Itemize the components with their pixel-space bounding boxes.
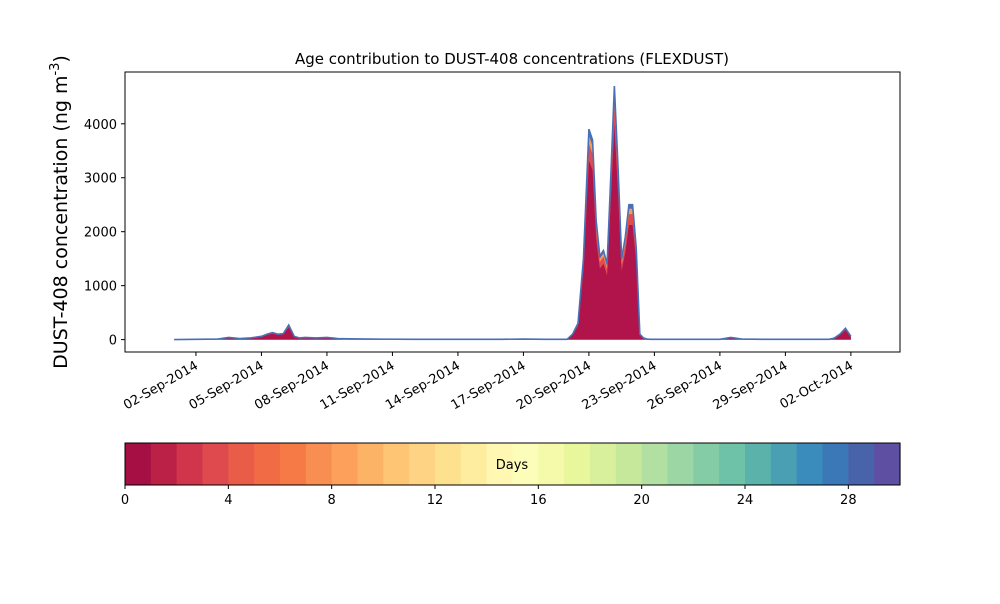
colorbar-segment — [512, 443, 539, 485]
colorbar-segment — [305, 443, 333, 485]
colorbar-tick-label: 12 — [427, 493, 444, 508]
colorbar-segment — [202, 443, 229, 485]
colorbar-segment — [357, 443, 384, 485]
colorbar-segment — [564, 443, 591, 485]
colorbar-segment — [641, 443, 669, 485]
colorbar-segment — [770, 443, 798, 485]
colorbar-tick-label: 24 — [737, 493, 754, 508]
colorbar-segment — [176, 443, 204, 485]
y-ticks: 0 1000 2000 3000 4000 — [84, 118, 125, 349]
y-axis-label-main: DUST-408 concentration (ng m — [50, 76, 72, 369]
colorbar-tick-label: 8 — [328, 493, 336, 508]
colorbar-frame — [124, 442, 901, 486]
x-ticks: 02-Sep-201405-Sep-201408-Sep-201411-Sep-… — [121, 352, 856, 413]
colorbar-tick-label: 4 — [224, 493, 232, 508]
colorbar-segment — [822, 443, 849, 485]
y-tick-label: 1000 — [84, 280, 117, 295]
colorbar-segment — [254, 443, 281, 485]
colorbar-segment — [383, 443, 410, 485]
colorbar-segment — [409, 443, 436, 485]
colorbar — [124, 442, 901, 486]
y-axis-label-superscript: -3 — [48, 63, 63, 76]
y-tick-label: 3000 — [84, 172, 117, 187]
colorbar-tick-label: 20 — [633, 493, 650, 508]
y-axis-label-close: ) — [50, 55, 72, 62]
colorbar-label: Days — [496, 458, 529, 473]
colorbar-segment — [331, 443, 359, 485]
colorbar-segment — [693, 443, 720, 485]
colorbar-segment — [719, 443, 746, 485]
colorbar-segment — [874, 443, 901, 485]
colorbar-tick-label: 16 — [530, 493, 547, 508]
colorbar-segment — [486, 443, 514, 485]
colorbar-segment — [848, 443, 875, 485]
y-tick-label: 2000 — [84, 226, 117, 241]
colorbar-segment — [435, 443, 462, 485]
colorbar-segment — [590, 443, 617, 485]
x-tick-label: 29-Sep-2014 — [711, 358, 791, 413]
area-layer-mid-old — [174, 93, 851, 340]
x-tick-label: 02-Oct-2014 — [777, 358, 855, 412]
colorbar-tick-label: 0 — [121, 493, 129, 508]
colorbar-segment — [538, 443, 565, 485]
colorbar-segment — [125, 443, 152, 485]
colorbar-segment — [615, 443, 643, 485]
colorbar-ticks: 0 4 8 12 16 20 24 28 — [121, 485, 857, 508]
colorbar-segment — [460, 443, 488, 485]
colorbar-segment — [150, 443, 178, 485]
area-layers — [174, 85, 852, 341]
colorbar-segment — [228, 443, 255, 485]
colorbar-segment — [280, 443, 307, 485]
y-tick-label: 0 — [109, 334, 117, 349]
area-layer-old — [174, 86, 851, 340]
y-axis-label: DUST-408 concentration (ng m-3) — [48, 55, 72, 369]
area-layer-mid — [174, 103, 851, 340]
colorbar-tick-label: 28 — [840, 493, 857, 508]
colorbar-segment — [796, 443, 824, 485]
area-layer-young — [174, 124, 851, 340]
total-series-line — [174, 85, 852, 341]
colorbar-segment — [745, 443, 772, 485]
plot-frame — [124, 71, 901, 353]
chart-title: Age contribution to DUST-408 concentrati… — [295, 50, 729, 68]
y-tick-label: 4000 — [84, 118, 117, 133]
colorbar-segment — [667, 443, 694, 485]
